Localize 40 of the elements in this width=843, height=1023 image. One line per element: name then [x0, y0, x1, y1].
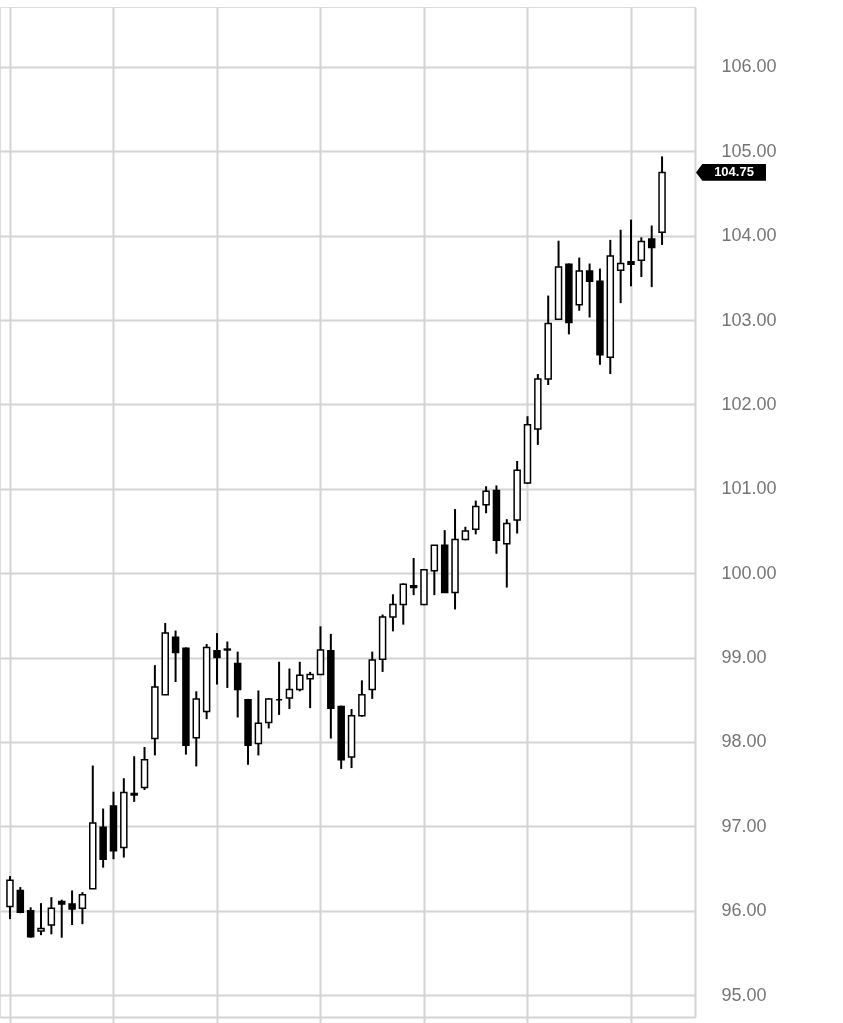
y-tick-label: 98.00 [721, 731, 767, 752]
y-tick-label: 103.00 [721, 309, 777, 330]
candlestick [130, 755, 138, 803]
candlestick [223, 640, 232, 689]
candlestick [647, 224, 656, 289]
y-tick-label: 106.00 [721, 56, 777, 77]
candlestick [296, 660, 304, 693]
candlestick [399, 582, 408, 626]
candlestick [16, 886, 25, 915]
candlestick [254, 689, 263, 757]
y-tick-label: 102.00 [721, 393, 777, 414]
candlestick [171, 629, 180, 684]
y-tick-label: 104.00 [721, 225, 777, 246]
candlestick [585, 262, 594, 319]
candlestick [389, 593, 397, 633]
candlestick [57, 898, 66, 939]
candlestick [616, 228, 625, 305]
y-tick-label: 100.00 [721, 562, 777, 583]
y-tick-label: 96.00 [721, 900, 767, 921]
y-tick-label: 105.00 [721, 140, 777, 161]
candlestick [503, 518, 511, 589]
candlestick [264, 697, 273, 730]
candlestick [637, 236, 646, 279]
candlestick [471, 499, 480, 536]
candlestick [306, 670, 314, 710]
candlestick [285, 667, 294, 711]
candlestick [37, 902, 45, 937]
y-tick-label: 97.00 [721, 815, 767, 836]
candlestick [482, 485, 490, 515]
candlestick [627, 218, 635, 288]
candlestick [358, 679, 366, 718]
candlestick [409, 556, 418, 597]
candlestick [68, 889, 76, 927]
y-tick-label: 99.00 [721, 647, 767, 668]
candlestick [47, 896, 56, 936]
text: 104.75 [714, 164, 754, 180]
candlestick [78, 891, 87, 926]
y-tick-label: 95.00 [721, 984, 767, 1005]
candlestick [213, 632, 221, 686]
y-tick-label: 101.00 [721, 478, 777, 499]
